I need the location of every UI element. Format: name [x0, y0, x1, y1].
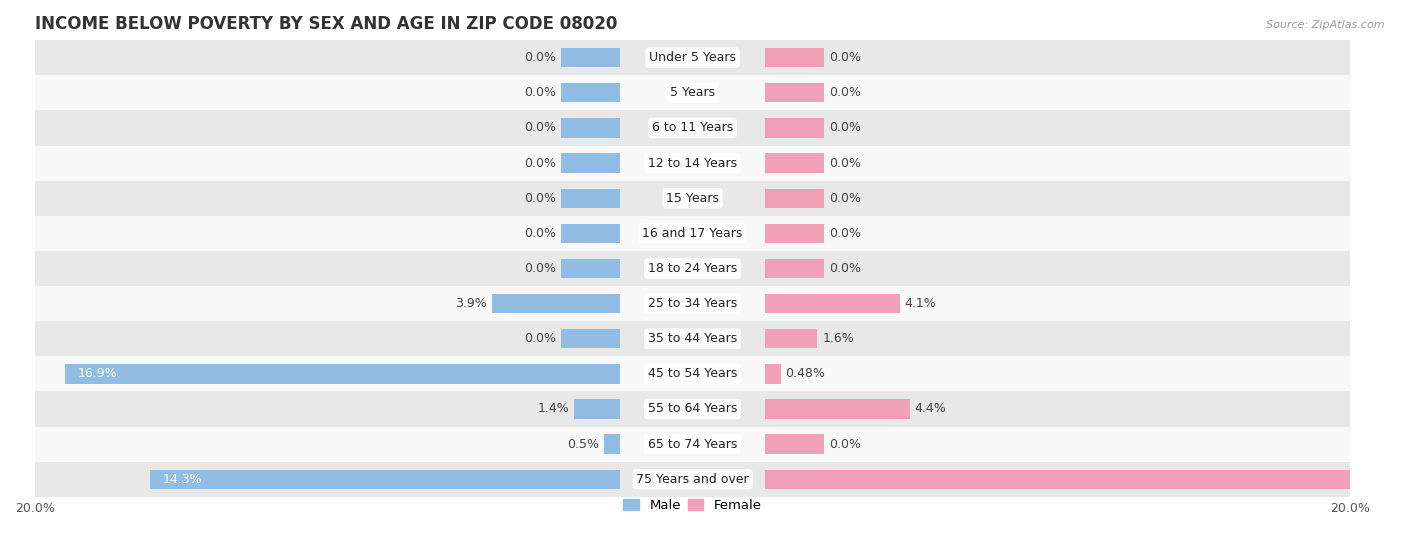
Text: Source: ZipAtlas.com: Source: ZipAtlas.com — [1267, 20, 1385, 30]
Bar — [35, 251, 1350, 286]
Bar — [765, 83, 824, 102]
Bar — [765, 399, 910, 419]
Bar — [35, 110, 1350, 145]
Text: 0.0%: 0.0% — [524, 121, 557, 135]
Text: 35 to 44 Years: 35 to 44 Years — [648, 332, 737, 345]
Text: 75 Years and over: 75 Years and over — [637, 473, 749, 486]
Text: 0.0%: 0.0% — [524, 86, 557, 100]
Text: 55 to 64 Years: 55 to 64 Years — [648, 402, 737, 415]
Bar — [561, 259, 620, 278]
Bar — [765, 470, 1406, 489]
Bar — [765, 153, 824, 173]
Text: 4.1%: 4.1% — [904, 297, 936, 310]
Text: 0.0%: 0.0% — [830, 262, 860, 275]
Text: 0.0%: 0.0% — [524, 51, 557, 64]
Text: 0.0%: 0.0% — [830, 227, 860, 240]
Bar — [35, 427, 1350, 462]
Bar — [35, 462, 1350, 497]
Bar — [35, 321, 1350, 356]
Text: 0.0%: 0.0% — [830, 438, 860, 451]
Text: 15 Years: 15 Years — [666, 192, 718, 205]
Bar — [765, 188, 824, 208]
Text: INCOME BELOW POVERTY BY SEX AND AGE IN ZIP CODE 08020: INCOME BELOW POVERTY BY SEX AND AGE IN Z… — [35, 15, 617, 33]
Text: 4.4%: 4.4% — [914, 402, 946, 415]
Bar — [35, 145, 1350, 181]
Text: 19.7%: 19.7% — [1360, 473, 1399, 486]
Bar — [765, 119, 824, 138]
Text: 1.6%: 1.6% — [823, 332, 855, 345]
Text: 16 and 17 Years: 16 and 17 Years — [643, 227, 742, 240]
Bar — [574, 399, 620, 419]
Text: 5 Years: 5 Years — [671, 86, 716, 100]
Text: 0.48%: 0.48% — [786, 367, 825, 380]
Text: 0.0%: 0.0% — [524, 262, 557, 275]
Bar — [765, 329, 817, 348]
Text: 0.0%: 0.0% — [830, 157, 860, 169]
Bar — [150, 470, 620, 489]
Text: 0.5%: 0.5% — [567, 438, 599, 451]
Bar — [561, 329, 620, 348]
Bar — [765, 364, 780, 383]
Bar — [765, 48, 824, 67]
Bar — [561, 188, 620, 208]
Text: 45 to 54 Years: 45 to 54 Years — [648, 367, 737, 380]
Text: 0.0%: 0.0% — [524, 332, 557, 345]
Bar — [35, 75, 1350, 110]
Bar — [35, 40, 1350, 75]
Text: 3.9%: 3.9% — [456, 297, 486, 310]
Bar — [35, 286, 1350, 321]
Text: 0.0%: 0.0% — [830, 121, 860, 135]
Legend: Male, Female: Male, Female — [617, 494, 768, 518]
Bar — [492, 294, 620, 313]
Bar — [561, 153, 620, 173]
Bar — [603, 434, 620, 454]
Bar — [561, 224, 620, 243]
Text: 6 to 11 Years: 6 to 11 Years — [652, 121, 733, 135]
Bar — [65, 364, 620, 383]
Bar — [561, 83, 620, 102]
Text: 0.0%: 0.0% — [830, 51, 860, 64]
Bar — [765, 294, 900, 313]
Bar — [35, 391, 1350, 427]
Text: 0.0%: 0.0% — [524, 157, 557, 169]
Text: 0.0%: 0.0% — [830, 86, 860, 100]
Bar — [561, 119, 620, 138]
Text: 16.9%: 16.9% — [77, 367, 117, 380]
Text: 1.4%: 1.4% — [537, 402, 569, 415]
Text: 0.0%: 0.0% — [524, 192, 557, 205]
Bar — [561, 48, 620, 67]
Bar — [765, 259, 824, 278]
Text: 0.0%: 0.0% — [830, 192, 860, 205]
Bar — [35, 216, 1350, 251]
Bar — [35, 356, 1350, 391]
Text: 65 to 74 Years: 65 to 74 Years — [648, 438, 737, 451]
Text: 0.0%: 0.0% — [524, 227, 557, 240]
Bar — [765, 434, 824, 454]
Bar — [35, 181, 1350, 216]
Text: 12 to 14 Years: 12 to 14 Years — [648, 157, 737, 169]
Bar — [765, 224, 824, 243]
Text: 18 to 24 Years: 18 to 24 Years — [648, 262, 737, 275]
Text: Under 5 Years: Under 5 Years — [650, 51, 735, 64]
Text: 14.3%: 14.3% — [163, 473, 202, 486]
Text: 25 to 34 Years: 25 to 34 Years — [648, 297, 737, 310]
